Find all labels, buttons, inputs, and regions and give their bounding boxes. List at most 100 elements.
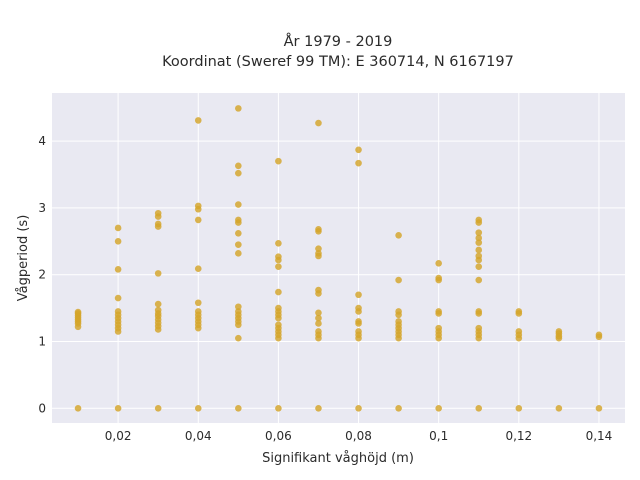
data-point xyxy=(275,240,282,247)
x-tick-label: 0,02 xyxy=(105,429,132,443)
data-point xyxy=(114,405,122,412)
data-point xyxy=(595,331,603,339)
y-tick-label: 0 xyxy=(38,401,46,415)
data-point xyxy=(194,202,202,210)
data-point xyxy=(315,328,322,335)
data-point xyxy=(555,405,563,412)
data-point xyxy=(235,216,242,224)
data-point xyxy=(435,308,442,315)
data-point xyxy=(315,250,322,257)
data-point xyxy=(154,300,162,308)
data-point xyxy=(235,229,242,237)
data-point xyxy=(194,216,202,224)
data-point xyxy=(154,220,162,228)
data-point xyxy=(194,299,202,307)
data-point xyxy=(235,405,242,412)
data-point xyxy=(275,304,282,312)
grid-lines xyxy=(52,93,625,423)
data-point xyxy=(315,405,322,412)
data-point xyxy=(275,253,282,260)
data-point xyxy=(355,318,362,325)
data-point xyxy=(435,260,442,267)
data-point xyxy=(194,117,202,124)
x-tick-label: 0,12 xyxy=(505,429,532,443)
data-point xyxy=(235,308,242,315)
x-tick-label: 0,06 xyxy=(265,429,292,443)
data-point xyxy=(395,405,402,412)
data-point xyxy=(475,324,483,332)
data-point xyxy=(194,405,202,412)
data-point xyxy=(475,405,483,412)
data-point xyxy=(275,405,282,412)
data-point xyxy=(235,201,242,208)
data-point xyxy=(114,224,122,232)
x-tick-label: 0,1 xyxy=(429,429,448,443)
x-tick-label: 0,14 xyxy=(586,429,613,443)
data-point xyxy=(435,274,442,282)
data-point xyxy=(355,159,362,167)
data-point xyxy=(235,334,242,342)
data-point xyxy=(114,237,122,245)
data-point xyxy=(275,157,282,165)
data-point xyxy=(114,308,122,315)
data-point xyxy=(475,252,483,260)
data-point xyxy=(435,324,442,332)
data-point xyxy=(515,308,523,315)
data-point xyxy=(475,308,483,315)
y-tick-label: 4 xyxy=(38,134,46,148)
y-axis-label: Vågperiod (s) xyxy=(16,215,31,302)
chart-title-line-2: Koordinat (Sweref 99 TM): E 360714, N 61… xyxy=(162,54,514,70)
data-point xyxy=(515,405,523,412)
data-point xyxy=(355,405,362,412)
data-point xyxy=(395,231,402,239)
data-point xyxy=(395,276,402,284)
y-tick-label: 1 xyxy=(38,335,46,349)
data-point xyxy=(315,119,322,127)
data-point xyxy=(355,304,362,312)
data-point xyxy=(235,250,242,257)
tick-labels: 0,02 0,04 0,06 0,08 0,1 0,12 0,14 0 1 2 3 4 xyxy=(38,134,612,443)
data-point xyxy=(475,234,483,242)
data-point xyxy=(315,225,322,233)
data-point xyxy=(315,309,322,317)
data-point xyxy=(154,270,162,277)
plot-area xyxy=(52,93,625,423)
data-point xyxy=(315,245,322,252)
data-points xyxy=(74,105,603,412)
data-point xyxy=(275,321,282,329)
data-point xyxy=(595,405,603,412)
data-point xyxy=(515,328,523,335)
data-point xyxy=(475,246,483,254)
data-point xyxy=(555,328,563,335)
data-point xyxy=(475,216,483,224)
data-point xyxy=(235,162,242,170)
data-point xyxy=(235,169,242,177)
x-axis-label: Signifikant våghöjd (m) xyxy=(262,451,414,466)
x-tick-label: 0,04 xyxy=(185,429,212,443)
data-point xyxy=(275,288,282,296)
data-point xyxy=(475,239,483,246)
data-point xyxy=(395,308,402,315)
data-point xyxy=(114,266,122,273)
data-point xyxy=(475,276,483,284)
y-tick-label: 2 xyxy=(38,268,46,282)
data-point xyxy=(315,320,322,327)
data-point xyxy=(435,405,442,412)
data-point xyxy=(235,105,242,112)
data-point xyxy=(315,314,322,322)
data-point xyxy=(275,263,282,270)
x-tick-label: 0,08 xyxy=(345,429,372,443)
data-point xyxy=(154,405,162,412)
data-point xyxy=(194,308,202,315)
data-point xyxy=(355,291,362,299)
data-point xyxy=(74,405,82,412)
y-tick-label: 3 xyxy=(38,201,46,215)
data-point xyxy=(74,308,82,316)
data-point xyxy=(395,318,402,325)
data-point xyxy=(235,303,242,311)
data-point xyxy=(475,229,483,236)
chart-title-line-1: År 1979 - 2019 xyxy=(284,33,393,50)
data-point xyxy=(194,265,202,272)
data-point xyxy=(114,294,122,302)
